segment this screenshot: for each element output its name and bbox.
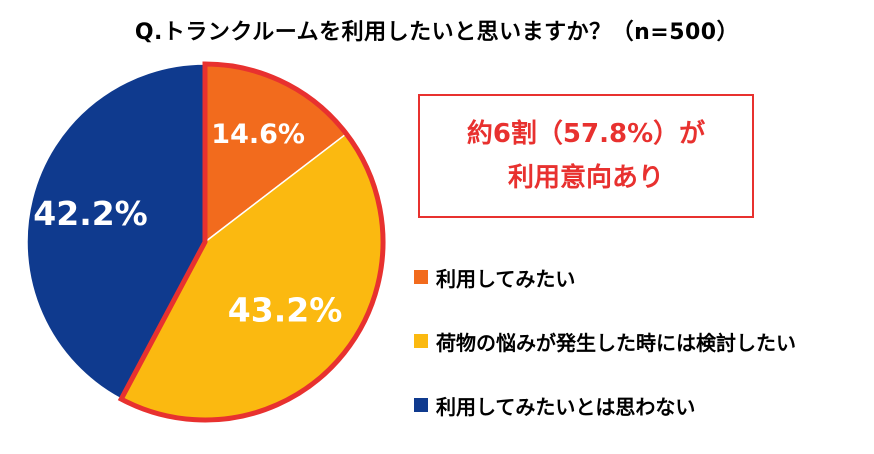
chart-title: Q.トランクルームを利用したいと思いますか？（n=500） xyxy=(134,20,740,45)
legend-item-want-to-use: 利用してみたい xyxy=(414,262,796,292)
slice-do-not-want xyxy=(26,63,206,401)
legend-item-do-not-want: 利用してみたいとは思わない xyxy=(414,390,796,420)
slice-value-label: 43.2% xyxy=(228,290,343,329)
callout-line-1: 約6割（57.8%）が xyxy=(466,119,706,149)
legend-item-consider-when-needed: 荷物の悩みが発生した時には検討したい xyxy=(414,326,796,356)
legend-label: 荷物の悩みが発生した時には検討したい xyxy=(436,330,796,355)
legend-swatch-blue xyxy=(414,398,428,412)
legend: 利用してみたい 荷物の悩みが発生した時には検討したい 利用してみたいとは思わない xyxy=(414,262,796,454)
legend-label: 利用してみたい xyxy=(436,266,576,291)
pie-slices xyxy=(26,61,386,423)
legend-label: 利用してみたいとは思わない xyxy=(436,394,696,419)
callout-line-2: 利用意向あり xyxy=(507,163,664,193)
legend-swatch-orange xyxy=(414,270,428,284)
slice-value-label: 42.2% xyxy=(33,194,148,233)
legend-swatch-yellow xyxy=(414,334,428,348)
summary-callout: 約6割（57.8%）が 利用意向あり xyxy=(418,94,754,218)
slice-value-label: 14.6% xyxy=(211,119,305,150)
pie-slice-labels: 14.6% 43.2% 42.2% xyxy=(33,119,342,330)
highlight-outline xyxy=(117,61,386,423)
